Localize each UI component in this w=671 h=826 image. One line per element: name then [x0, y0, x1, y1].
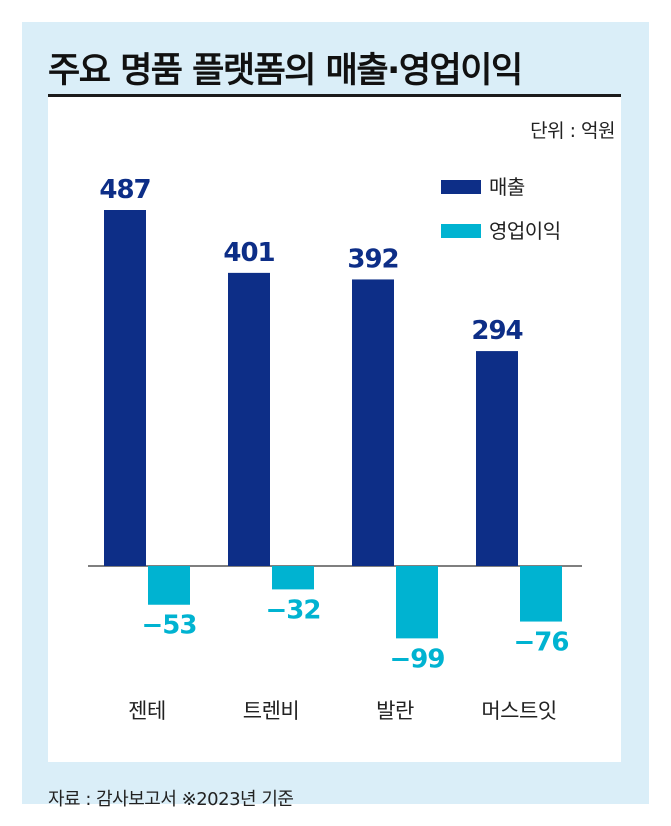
category-label: 발란	[376, 699, 414, 723]
data-label: −76	[514, 628, 569, 658]
data-label: −99	[390, 644, 445, 674]
chart-title: 주요 명품 플랫폼의 매출·영업이익	[48, 51, 523, 91]
category-label: 머스트잇	[481, 699, 556, 723]
bar-revenue	[228, 272, 270, 566]
data-label: 294	[471, 316, 522, 346]
bar-profit	[396, 566, 438, 639]
bar-profit	[520, 566, 562, 622]
bar-revenue	[352, 279, 394, 566]
data-label: −53	[142, 611, 197, 641]
legend-swatch	[441, 180, 481, 194]
data-label: 401	[223, 238, 274, 268]
data-label: 487	[99, 175, 150, 205]
unit-label: 단위 : 억원	[530, 120, 615, 142]
bar-revenue	[104, 210, 146, 566]
bar-profit	[272, 566, 314, 590]
data-label: 392	[347, 244, 398, 274]
legend-label: 매출	[489, 175, 525, 199]
category-label: 트렌비	[243, 699, 299, 723]
legend-swatch	[441, 224, 481, 238]
category-label: 젠테	[128, 699, 166, 723]
source-note: 자료 : 감사보고서 ※2023년 기준	[48, 789, 294, 810]
title-divider	[48, 94, 621, 97]
bar-profit	[148, 566, 190, 605]
data-label: −32	[266, 595, 321, 625]
legend-label: 영업이익	[489, 219, 561, 243]
bar-revenue	[476, 351, 518, 566]
